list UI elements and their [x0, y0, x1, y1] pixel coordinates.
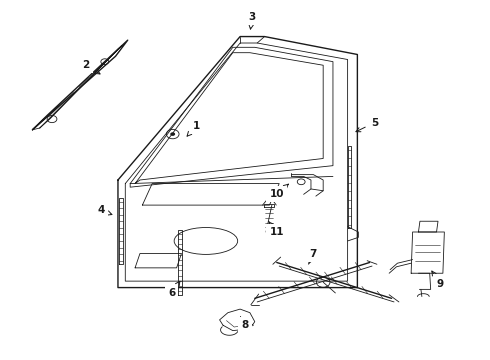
Text: 4: 4	[97, 206, 112, 216]
Circle shape	[170, 132, 175, 136]
Text: 10: 10	[270, 184, 288, 199]
Text: 8: 8	[241, 317, 248, 330]
Text: 2: 2	[83, 60, 100, 74]
Text: 11: 11	[269, 222, 284, 237]
Text: 6: 6	[168, 281, 180, 298]
Text: 5: 5	[356, 118, 378, 132]
Text: 7: 7	[309, 248, 317, 264]
Text: 1: 1	[187, 121, 200, 136]
Text: 3: 3	[249, 12, 256, 29]
Circle shape	[317, 277, 330, 287]
Text: 9: 9	[432, 271, 444, 289]
